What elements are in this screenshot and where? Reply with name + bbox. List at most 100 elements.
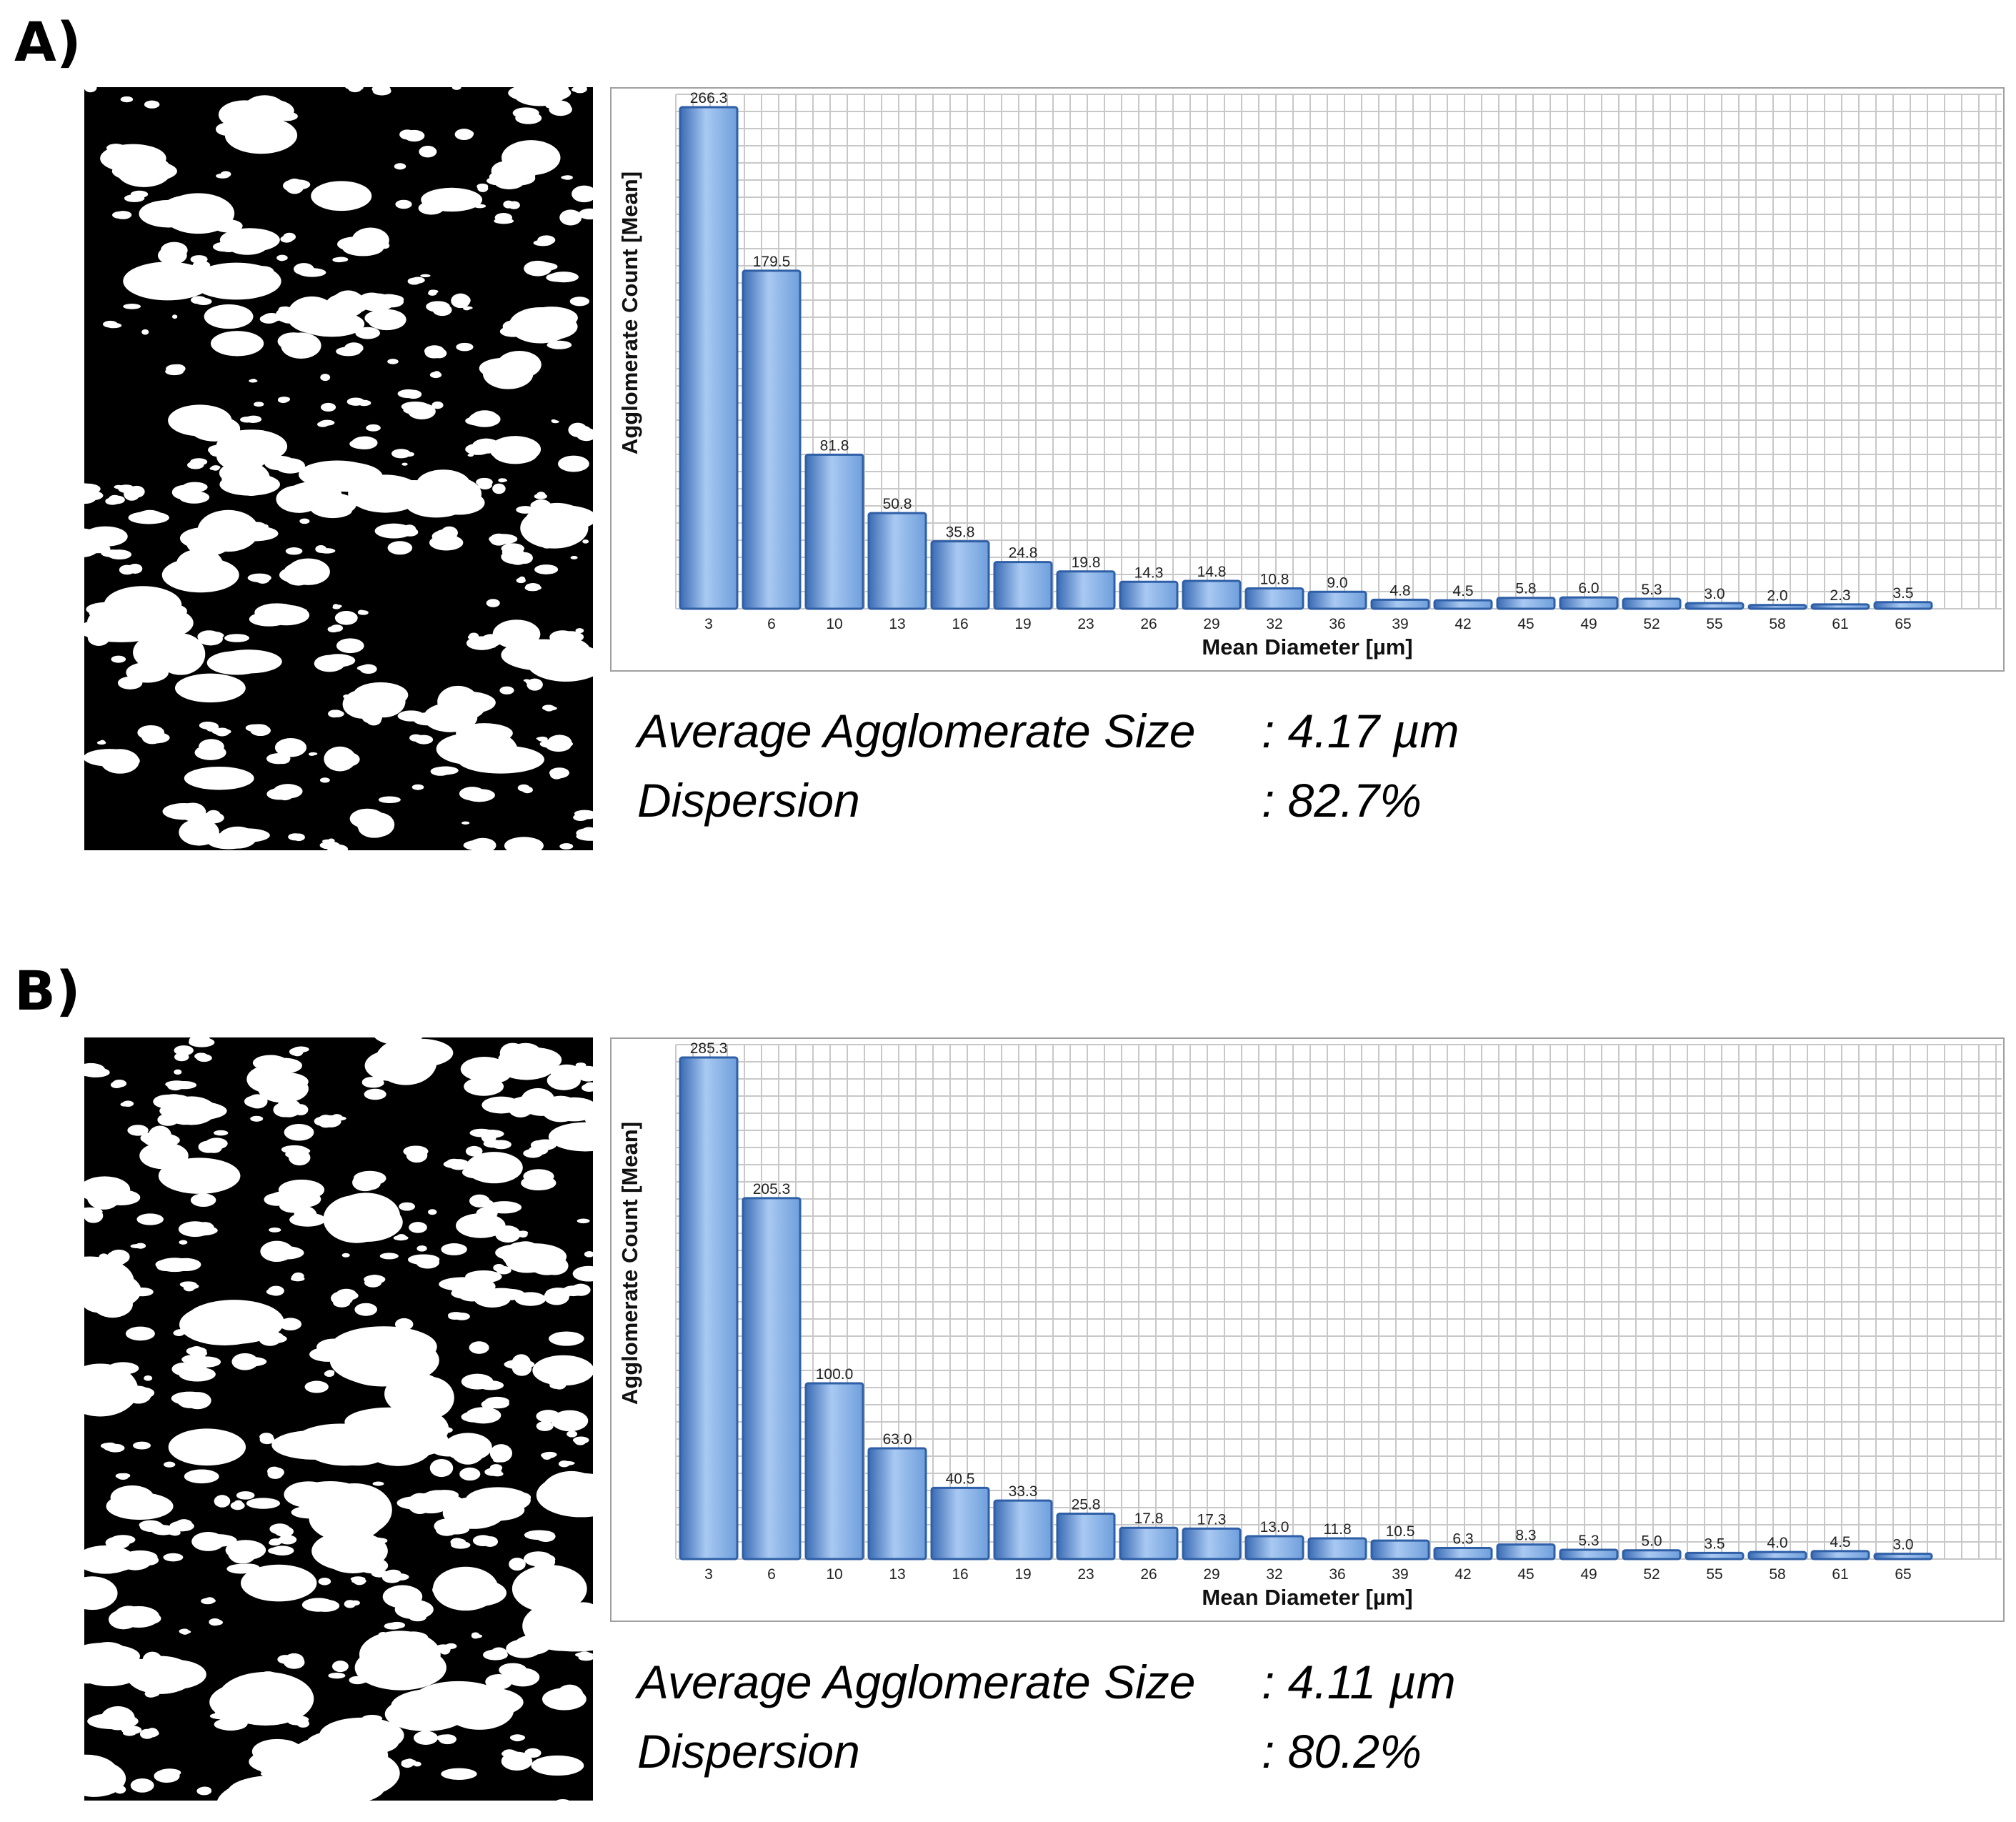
agglomerate-blob [536, 736, 548, 742]
bar-65 [1873, 601, 1933, 610]
agglomerate-blob [326, 474, 335, 481]
x-tick-label: 61 [1832, 1566, 1848, 1583]
agglomerate-blob [441, 1243, 467, 1255]
bar-value-label: 5.3 [1641, 582, 1662, 598]
agglomerate-blob [445, 1643, 457, 1649]
agglomerate-blob [266, 753, 291, 765]
agglomerate-blob [409, 1222, 427, 1233]
agglomerate-blob [245, 724, 271, 737]
agglomerate-blob [190, 1193, 216, 1208]
agglomerate-blob [154, 1768, 181, 1783]
agglomerate-blob [277, 397, 291, 404]
agglomerate-blob [521, 1169, 557, 1191]
bar-value-label: 63.0 [883, 1431, 912, 1448]
agglomerate-blob [334, 610, 358, 625]
bar-52 [1622, 1549, 1682, 1560]
agglomerate-blob [273, 1098, 301, 1117]
agglomerate-blob [401, 462, 408, 466]
agglomerate-blob [363, 812, 395, 837]
agglomerate-blob [456, 1213, 506, 1238]
agglomerate-blob [418, 201, 444, 215]
agglomerate-blob [119, 563, 143, 575]
agglomerate-blob [391, 449, 411, 459]
agglomerate-blob [331, 1293, 354, 1308]
agglomerate-blob [144, 100, 160, 109]
agglomerate-blob [378, 1632, 388, 1637]
bar-value-label: 205.3 [753, 1181, 791, 1198]
agglomerate-blob [364, 1038, 454, 1085]
agglomerate-blob [120, 96, 134, 103]
y-axis-label: Agglomerate Count [Mean] [617, 171, 642, 454]
agglomerate-blob [169, 1519, 194, 1532]
agglomerate-blob [423, 702, 478, 732]
agglomerate-blob [504, 1054, 537, 1072]
agglomerate-blob [414, 1731, 438, 1745]
agglomerate-blob [464, 1077, 504, 1096]
bar-value-label: 9.0 [1327, 574, 1347, 591]
x-tick-label: 3 [704, 616, 713, 632]
bar-value-label: 10.8 [1260, 572, 1289, 588]
agglomerate-blob [549, 1331, 584, 1346]
agglomerate-blob [328, 710, 344, 718]
bar-16 [930, 1486, 990, 1560]
x-tick-label: 23 [1077, 1566, 1094, 1583]
agglomerate-blob [399, 129, 425, 142]
x-tick-label: 58 [1769, 616, 1785, 632]
agglomerate-blob [582, 539, 589, 544]
bar-value-label: 8.3 [1515, 1528, 1536, 1544]
agglomerate-blob [391, 1372, 416, 1385]
agglomerate-blob [551, 419, 559, 424]
agglomerate-blob [86, 544, 111, 554]
agglomerate-blob [84, 622, 96, 633]
agglomerate-blob [559, 209, 582, 226]
agglomerate-blob [287, 296, 365, 337]
x-tick-label: 36 [1329, 1566, 1345, 1583]
agglomerate-blob [212, 240, 239, 252]
agglomerate-blob [354, 1303, 377, 1316]
agglomerate-blob [162, 802, 206, 822]
agglomerate-blob [524, 583, 542, 592]
agglomerate-blob [209, 1618, 223, 1626]
agglomerate-blob [436, 731, 544, 774]
agglomerate-blob [542, 705, 557, 712]
agglomerate-blob [288, 1149, 311, 1166]
agglomerate-blob [573, 810, 593, 821]
agglomerate-blob [269, 1523, 294, 1538]
bar-value-label: 5.3 [1578, 1533, 1599, 1549]
agglomerate-blob [411, 784, 424, 790]
agglomerate-blob [572, 185, 593, 203]
agglomerate-blob [84, 1062, 110, 1077]
agglomerate-blob [549, 767, 569, 780]
x-tick-label: 16 [952, 1566, 968, 1583]
agglomerate-blob [301, 1598, 340, 1612]
agglomerate-blob [510, 1492, 532, 1503]
agglomerate-blob [277, 332, 321, 359]
bar-value-label: 14.3 [1134, 564, 1164, 581]
agglomerate-blob [456, 342, 474, 352]
agglomerate-blob [299, 608, 307, 613]
agglomerate-blob [536, 1420, 554, 1431]
agglomerate-blob [479, 351, 542, 389]
bar-value-label: 81.8 [820, 437, 849, 454]
agglomerate-blob [290, 1272, 305, 1282]
agglomerate-blob [356, 664, 377, 674]
agglomerate-blob [208, 444, 232, 457]
agglomerate-blob [431, 401, 444, 409]
agglomerate-blob [277, 1794, 294, 1801]
x-tick-label: 36 [1329, 616, 1345, 632]
agglomerate-blob [321, 838, 335, 845]
agglomerate-blob [363, 493, 379, 500]
agglomerate-blob [165, 364, 186, 376]
agglomerate-blob [532, 1355, 593, 1386]
agglomerate-blob [93, 1375, 126, 1391]
x-tick-label: 6 [767, 1566, 776, 1583]
agglomerate-blob [204, 304, 254, 329]
panel-b-avg-size-label: Average Agglomerate Size [637, 1656, 1196, 1708]
agglomerate-blob [304, 1380, 329, 1393]
agglomerate-blob [292, 1717, 404, 1771]
agglomerate-blob [522, 1601, 593, 1652]
agglomerate-blob [279, 558, 330, 586]
agglomerate-blob [274, 738, 307, 757]
agglomerate-blob [475, 1065, 491, 1072]
agglomerate-blob [396, 1492, 451, 1514]
